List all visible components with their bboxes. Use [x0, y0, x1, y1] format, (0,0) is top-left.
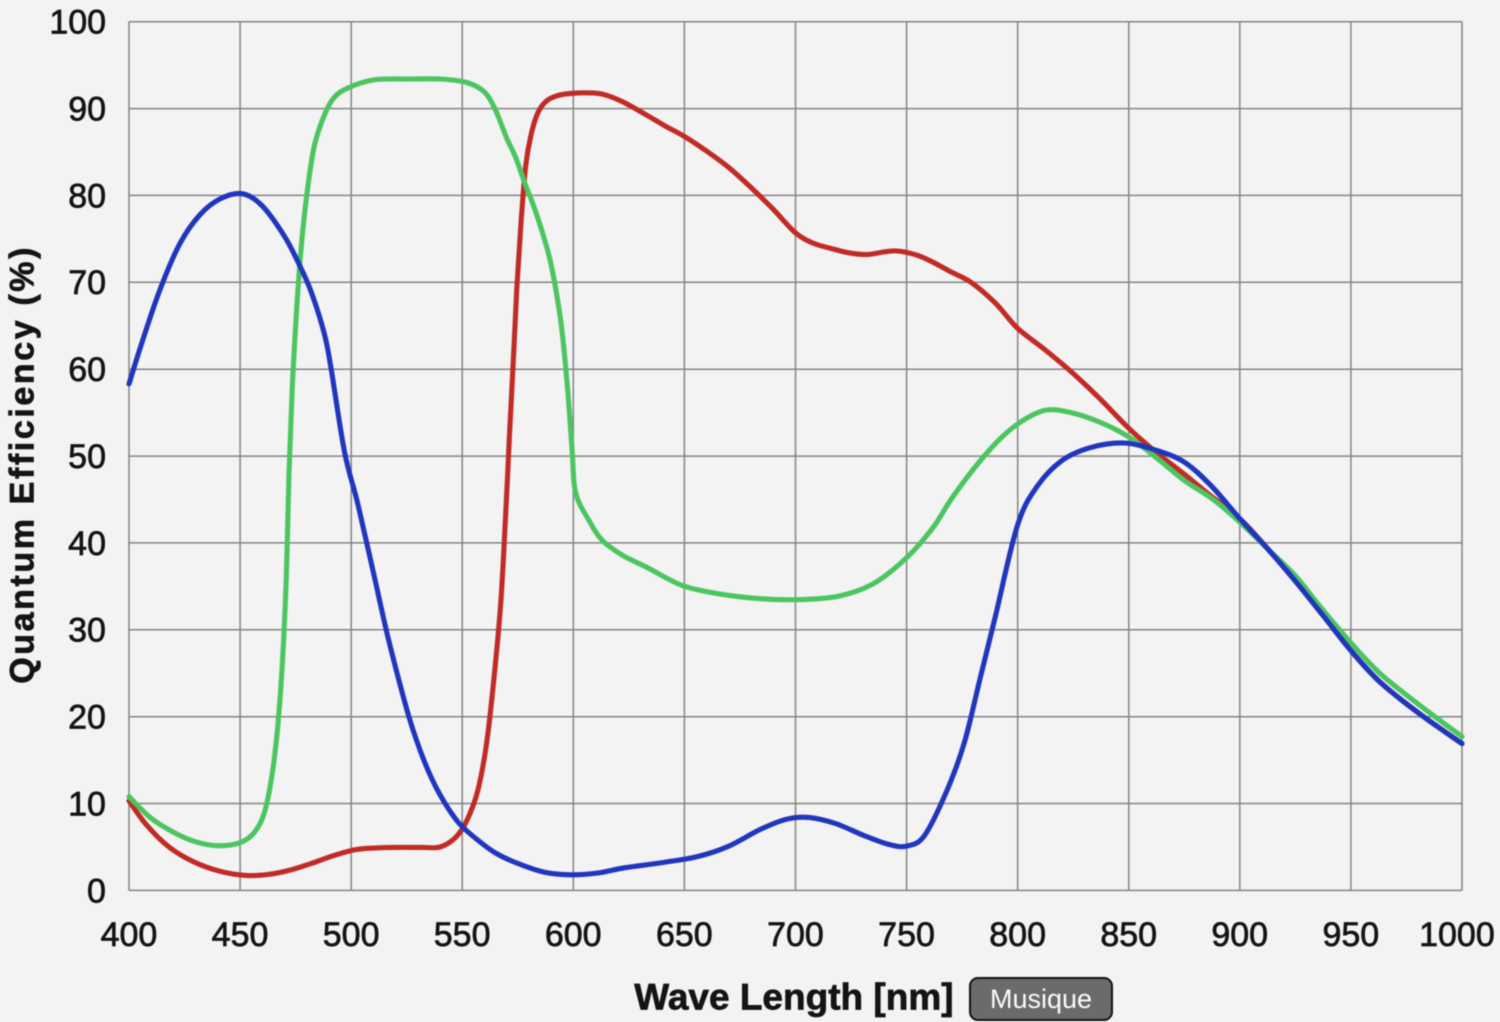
svg-text:60: 60 [68, 351, 106, 389]
svg-text:800: 800 [989, 916, 1046, 954]
svg-text:900: 900 [1211, 916, 1268, 954]
svg-text:700: 700 [767, 916, 824, 954]
svg-text:650: 650 [656, 916, 713, 954]
svg-text:450: 450 [212, 916, 269, 954]
svg-text:30: 30 [68, 612, 106, 650]
svg-text:400: 400 [101, 916, 158, 954]
svg-text:40: 40 [68, 525, 106, 563]
svg-text:1000: 1000 [1419, 916, 1495, 954]
svg-text:Quantum Efficiency (%): Quantum Efficiency (%) [3, 245, 41, 684]
svg-text:600: 600 [545, 916, 602, 954]
svg-text:850: 850 [1100, 916, 1157, 954]
svg-text:50: 50 [68, 438, 106, 476]
svg-text:950: 950 [1322, 916, 1379, 954]
svg-text:90: 90 [68, 90, 106, 128]
svg-text:80: 80 [68, 177, 106, 215]
svg-text:500: 500 [323, 916, 380, 954]
svg-text:20: 20 [68, 699, 106, 737]
svg-text:70: 70 [68, 264, 106, 302]
svg-text:0: 0 [87, 872, 106, 910]
svg-text:10: 10 [68, 785, 106, 823]
svg-text:550: 550 [434, 916, 491, 954]
svg-text:Wave Length [nm]: Wave Length [nm] [634, 976, 953, 1017]
svg-text:100: 100 [49, 4, 106, 42]
svg-text:750: 750 [878, 916, 935, 954]
